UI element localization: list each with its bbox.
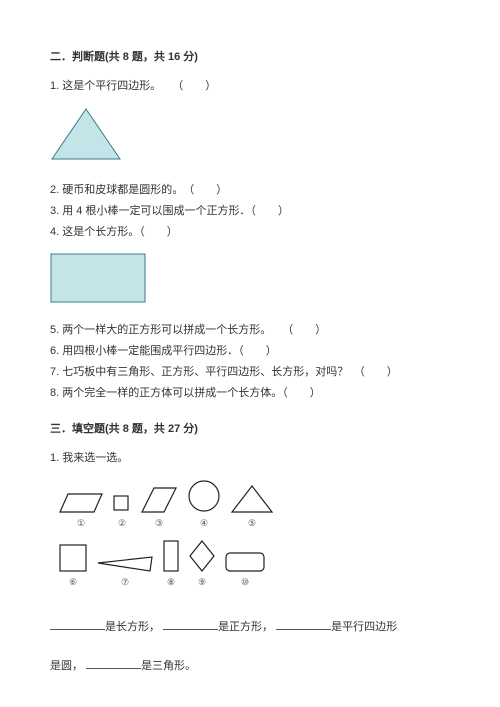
- diamond-icon: [188, 539, 216, 573]
- fig-5: ⑤: [230, 484, 274, 531]
- fill2-b: 是三角形。: [141, 660, 196, 672]
- fill-line-2: 是圆， 是三角形。: [50, 657, 450, 676]
- s2-triangle-figure: [50, 107, 450, 163]
- blank-square[interactable]: [163, 618, 218, 630]
- figure-row-1: ① ② ③ ④ ⑤: [58, 478, 450, 531]
- s2-rectangle-figure: [50, 253, 450, 303]
- fig-3: ③: [140, 486, 178, 531]
- fig-1-label: ①: [77, 516, 85, 531]
- fill-line-1: 是长方形， 是正方形， 是平行四边形: [50, 618, 450, 637]
- rounded-rect-icon: [224, 551, 266, 573]
- section2-title: 二．判断题(共 8 题，共 16 分): [50, 48, 450, 67]
- fig-8-label: ⑧: [167, 575, 175, 590]
- blank-triangle[interactable]: [86, 657, 141, 669]
- parallelogram-icon: [58, 492, 104, 514]
- fill1-b: 是正方形，: [218, 621, 273, 633]
- fig-9: ⑨: [188, 539, 216, 590]
- fill1-c: 是平行四边形: [331, 621, 397, 633]
- figure-row-2: ⑥ ⑦ ⑧ ⑨ ⑩: [58, 539, 450, 590]
- blank-para[interactable]: [276, 618, 331, 630]
- fig-2: ②: [112, 494, 132, 531]
- fig-5-label: ⑤: [248, 516, 256, 531]
- s2-q7: 7. 七巧板中有三角形、正方形、平行四边形、长方形，对吗？ （ ）: [50, 363, 450, 382]
- fig-4: ④: [186, 478, 222, 531]
- s3-q1: 1. 我来选一选。: [50, 449, 450, 468]
- blank-rect[interactable]: [50, 618, 105, 630]
- tall-rect-icon: [162, 539, 180, 573]
- fig-4-label: ④: [200, 516, 208, 531]
- fig-1: ①: [58, 492, 104, 531]
- fill2-a: 是圆，: [50, 660, 83, 672]
- parallelogram2-icon: [140, 486, 178, 514]
- circle-icon: [186, 478, 222, 514]
- triangle-icon: [50, 107, 122, 163]
- s2-q1: 1. 这是个平行四边形。 （ ）: [50, 77, 450, 96]
- fig-7-label: ⑦: [121, 575, 129, 590]
- rectangle-icon: [50, 253, 146, 303]
- fill1-a: 是长方形，: [105, 621, 160, 633]
- s2-q3: 3. 用 4 根小棒一定可以围成一个正方形．（ ）: [50, 202, 450, 221]
- s2-q5: 5. 两个一样大的正方形可以拼成一个长方形。 （ ）: [50, 321, 450, 340]
- triangle2-icon: [230, 484, 274, 514]
- s2-q6: 6. 用四根小棒一定能围成平行四边形．（ ）: [50, 342, 450, 361]
- square-small-icon: [112, 494, 132, 514]
- s2-q4: 4. 这是个长方形。（ ）: [50, 223, 450, 242]
- s2-q8: 8. 两个完全一样的正方体可以拼成一个长方体。（ ）: [50, 384, 450, 403]
- fig-6: ⑥: [58, 543, 88, 590]
- fig-9-label: ⑨: [198, 575, 206, 590]
- fig-8: ⑧: [162, 539, 180, 590]
- section3-title: 三．填空题(共 8 题，共 27 分): [50, 420, 450, 439]
- fig-10-label: ⑩: [241, 575, 249, 590]
- s2-q2: 2. 硬币和皮球都是圆形的。 （ ）: [50, 181, 450, 200]
- fig-2-label: ②: [118, 516, 126, 531]
- fig-10: ⑩: [224, 551, 266, 590]
- fig-6-label: ⑥: [69, 575, 77, 590]
- square-icon: [58, 543, 88, 573]
- long-triangle-icon: [96, 555, 154, 573]
- fig-7: ⑦: [96, 555, 154, 590]
- fig-3-label: ③: [155, 516, 163, 531]
